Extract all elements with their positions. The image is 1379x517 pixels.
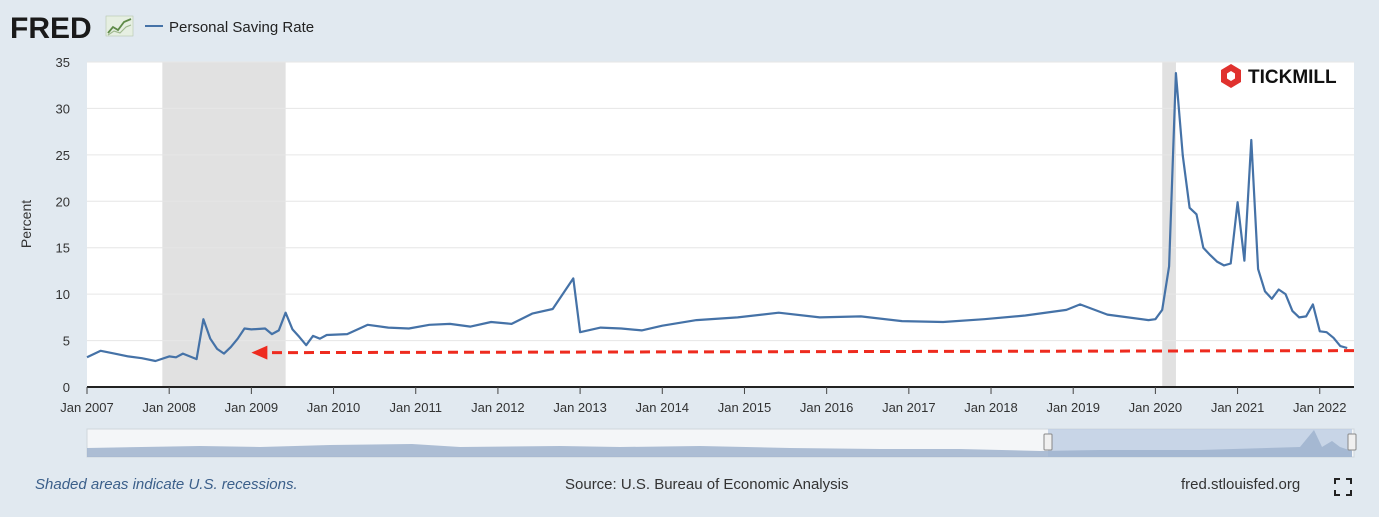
x-tick-label-2012-01: Jan 2012 <box>471 400 525 415</box>
x-tick-label-2014-01: Jan 2014 <box>636 400 690 415</box>
tickmill-logo-icon <box>1221 64 1241 88</box>
x-tick-label-2022-01: Jan 2022 <box>1293 400 1347 415</box>
x-tick-label-2021-01: Jan 2021 <box>1211 400 1265 415</box>
y-tick-label-20: 20 <box>56 194 70 209</box>
x-tick-label-2015-01: Jan 2015 <box>718 400 772 415</box>
x-tick-label-2008-01: Jan 2008 <box>142 400 196 415</box>
x-tick-label-2017-01: Jan 2017 <box>882 400 936 415</box>
tickmill-brand: TICKMILL <box>1248 67 1337 88</box>
y-tick-label-15: 15 <box>56 241 70 256</box>
y-axis-title: Percent <box>18 200 34 248</box>
y-tick-label-0: 0 <box>63 380 70 395</box>
x-tick-label-2018-01: Jan 2018 <box>964 400 1018 415</box>
x-tick-label-2016-01: Jan 2016 <box>800 400 854 415</box>
annotation-layer <box>251 345 1355 360</box>
fred-chart-icon <box>105 15 134 37</box>
source-text: Source: U.S. Bureau of Economic Analysis <box>565 476 849 493</box>
x-tick-label-2010-01: Jan 2010 <box>307 400 361 415</box>
x-tick-label-2007-01: Jan 2007 <box>60 400 114 415</box>
x-tick-label-2019-01: Jan 2019 <box>1046 400 1100 415</box>
annotation-arrowhead <box>251 345 268 360</box>
tickmill-watermark: TICKMILL <box>1221 64 1337 88</box>
navigator-series <box>87 430 1352 457</box>
x-tick-label-2009-01: Jan 2009 <box>225 400 279 415</box>
y-tick-label-5: 5 <box>63 334 70 349</box>
y-tick-label-25: 25 <box>56 148 70 163</box>
fullscreen-icon[interactable] <box>1334 478 1352 496</box>
fred-logo-text: FRED <box>10 12 92 45</box>
plot-area <box>87 62 1354 387</box>
series-line-0 <box>86 71 1348 363</box>
y-tick-label-35: 35 <box>56 55 70 70</box>
x-tick-label-2020-01: Jan 2020 <box>1129 400 1183 415</box>
navigator-handle-right[interactable] <box>1347 433 1357 451</box>
fred-logo[interactable]: FRED <box>10 12 134 45</box>
x-tick-label-2013-01: Jan 2013 <box>553 400 607 415</box>
y-axis: 0 5 10 15 20 25 30 35 <box>56 55 70 395</box>
y-tick-label-10: 10 <box>56 287 70 302</box>
legend-label: Personal Saving Rate <box>169 19 314 36</box>
navigator-handle-left[interactable] <box>1043 433 1053 451</box>
x-axis: Jan 2007 Jan 2008 Jan 2009 Jan 2010 Jan 2011… <box>60 387 1347 415</box>
x-tick-label-2011-01: Jan 2011 <box>389 400 442 415</box>
recession-layer <box>162 62 1176 387</box>
site-link[interactable]: fred.stlouisfed.org <box>1181 476 1301 493</box>
recession-band-0 <box>162 62 286 387</box>
navigator[interactable] <box>86 428 1357 458</box>
grid-layer <box>87 61 1354 388</box>
legend: Personal Saving Rate <box>145 19 314 36</box>
y-tick-label-30: 30 <box>56 101 70 116</box>
header-band <box>0 0 1379 56</box>
annotation-dashed-line <box>265 349 1355 355</box>
series-layer <box>86 71 1348 363</box>
recession-note: Shaded areas indicate U.S. recessions. <box>35 476 298 493</box>
